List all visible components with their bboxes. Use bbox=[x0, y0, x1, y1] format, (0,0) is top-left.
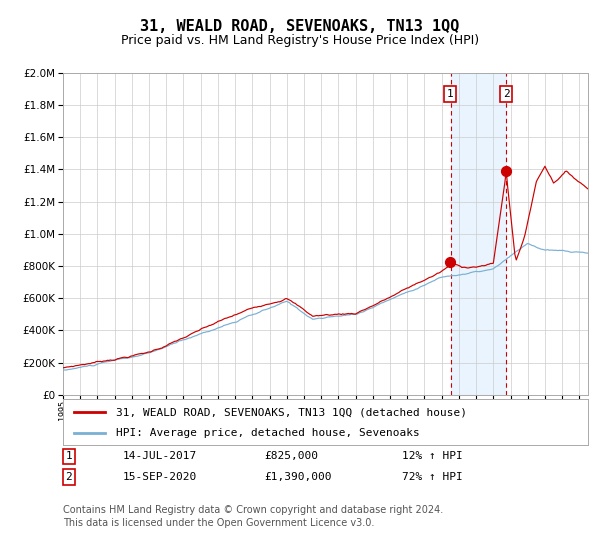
Text: 31, WEALD ROAD, SEVENOAKS, TN13 1QQ (detached house): 31, WEALD ROAD, SEVENOAKS, TN13 1QQ (det… bbox=[115, 407, 467, 417]
Text: 1: 1 bbox=[447, 88, 454, 99]
Text: £1,390,000: £1,390,000 bbox=[264, 472, 331, 482]
Text: 2: 2 bbox=[65, 472, 73, 482]
Point bbox=[502, 166, 511, 175]
Bar bbox=[451, 73, 506, 395]
Text: 1: 1 bbox=[65, 451, 73, 461]
Text: Price paid vs. HM Land Registry's House Price Index (HPI): Price paid vs. HM Land Registry's House … bbox=[121, 34, 479, 47]
Text: 2: 2 bbox=[503, 88, 509, 99]
Text: 31, WEALD ROAD, SEVENOAKS, TN13 1QQ: 31, WEALD ROAD, SEVENOAKS, TN13 1QQ bbox=[140, 19, 460, 34]
Text: Contains HM Land Registry data © Crown copyright and database right 2024.
This d: Contains HM Land Registry data © Crown c… bbox=[63, 505, 443, 528]
Text: 72% ↑ HPI: 72% ↑ HPI bbox=[402, 472, 463, 482]
Text: 14-JUL-2017: 14-JUL-2017 bbox=[123, 451, 197, 461]
Point bbox=[445, 258, 455, 267]
Text: £825,000: £825,000 bbox=[264, 451, 318, 461]
Text: 15-SEP-2020: 15-SEP-2020 bbox=[123, 472, 197, 482]
Text: 12% ↑ HPI: 12% ↑ HPI bbox=[402, 451, 463, 461]
Text: HPI: Average price, detached house, Sevenoaks: HPI: Average price, detached house, Seve… bbox=[115, 428, 419, 438]
